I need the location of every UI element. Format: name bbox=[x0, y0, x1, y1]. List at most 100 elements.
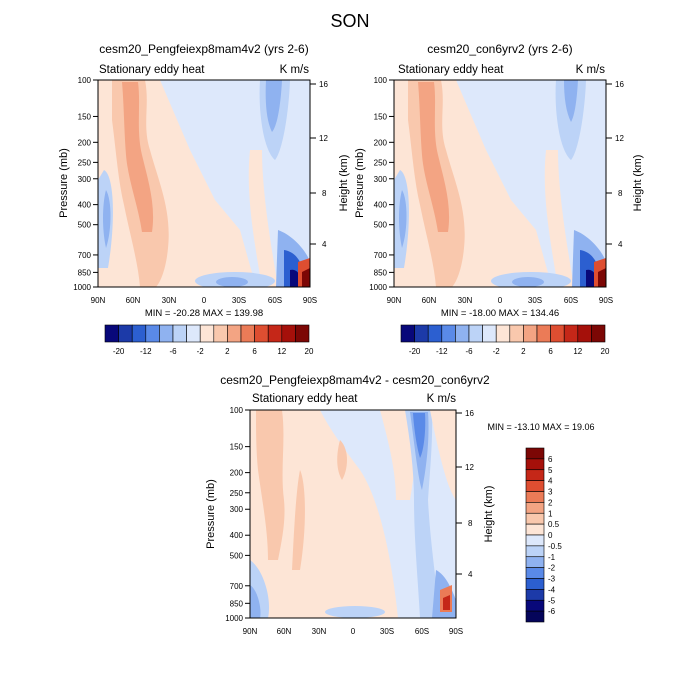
y-tick-label: 200 bbox=[230, 469, 244, 478]
colorbar-swatch bbox=[591, 324, 606, 343]
colorbar-swatch bbox=[525, 567, 545, 579]
panel-2-y-label-right: Height (km) bbox=[632, 155, 644, 212]
panel-1-x-axis: 90N 60N 30N 0 30S 60S 90S bbox=[91, 296, 317, 305]
colorbar-label: 12 bbox=[573, 347, 582, 356]
panel-3-y-axis: 100 150 200 250 300 400 500 700 850 1000 bbox=[225, 406, 250, 623]
x-tick-label: 30N bbox=[162, 296, 177, 305]
y-tick-label: 250 bbox=[374, 158, 388, 167]
height-tick-label: 4 bbox=[322, 240, 327, 249]
colorbar-swatch bbox=[199, 324, 215, 343]
colorbar-swatch bbox=[427, 324, 443, 343]
colorbar-label: 6 bbox=[548, 455, 553, 464]
colorbar-label: 1 bbox=[548, 509, 553, 518]
y-tick-label: 300 bbox=[78, 175, 92, 184]
colorbar-label: -20 bbox=[113, 347, 125, 356]
colorbar-swatch bbox=[509, 324, 524, 343]
colorbar-label: 2 bbox=[225, 347, 230, 356]
colorbar-swatch bbox=[495, 324, 511, 343]
colorbar-swatch bbox=[455, 324, 470, 343]
panel-3-surface-cold-patch bbox=[325, 606, 385, 618]
x-tick-label: 0 bbox=[498, 296, 503, 305]
panel-3-x-axis: 90N 60N 30N 0 30S 60S 90S bbox=[243, 627, 463, 636]
colorbar-swatch bbox=[281, 324, 296, 343]
panel-2-frame bbox=[393, 79, 607, 288]
colorbar-swatch bbox=[525, 447, 545, 460]
height-tick-label: 12 bbox=[465, 463, 474, 472]
y-tick-label: 150 bbox=[78, 112, 92, 121]
colorbar-swatch bbox=[523, 324, 538, 343]
colorbar-label: -6 bbox=[548, 607, 556, 616]
colorbar-swatch bbox=[525, 458, 545, 471]
panel-1-subtitle: Stationary eddy heat bbox=[99, 64, 205, 76]
y-tick-label: 700 bbox=[230, 582, 244, 591]
page-title: SON bbox=[330, 11, 369, 31]
colorbar-swatch bbox=[295, 324, 310, 343]
x-tick-label: 30N bbox=[312, 627, 327, 636]
colorbar-swatch bbox=[254, 324, 269, 343]
colorbar-swatch bbox=[563, 324, 579, 343]
panel-2-units: K m/s bbox=[576, 64, 606, 76]
height-tick-label: 12 bbox=[319, 134, 328, 143]
panel-1-surface-cold-core bbox=[216, 277, 248, 287]
height-tick-label: 12 bbox=[615, 134, 624, 143]
x-tick-label: 0 bbox=[351, 627, 356, 636]
y-tick-label: 400 bbox=[78, 201, 92, 210]
x-tick-label: 90N bbox=[387, 296, 402, 305]
panel-2-height-axis: 4 8 12 16 bbox=[606, 80, 624, 249]
x-tick-label: 30S bbox=[528, 296, 542, 305]
panel-2-polar-warm-max bbox=[598, 268, 606, 287]
colorbar-swatch bbox=[482, 324, 497, 343]
panel-3-units: K m/s bbox=[427, 393, 457, 405]
panel-1-contour-field bbox=[98, 80, 310, 287]
x-tick-label: 60S bbox=[268, 296, 282, 305]
colorbar-swatch bbox=[104, 324, 119, 343]
panel-1-upper-cold-core bbox=[265, 80, 282, 132]
panel-1-y-axis: 100 150 200 250 300 400 500 700 850 1000 bbox=[73, 76, 98, 292]
panel-2-upper-cold-core bbox=[564, 80, 578, 122]
panel-2: cesm20_con6yrv2 (yrs 2-6) Stationary edd… bbox=[354, 42, 644, 356]
colorbar-swatch bbox=[525, 469, 545, 481]
y-tick-label: 400 bbox=[374, 201, 388, 210]
colorbar-label: 6 bbox=[252, 347, 257, 356]
panel-2-y-axis: 100 150 200 250 300 400 500 700 850 1000 bbox=[369, 76, 394, 292]
x-tick-label: 30S bbox=[232, 296, 246, 305]
colorbar-swatch bbox=[525, 523, 545, 536]
panel-3-positive-region bbox=[250, 410, 398, 618]
panel-2-contour-field bbox=[394, 80, 606, 287]
colorbar-label: 4 bbox=[548, 477, 553, 486]
y-tick-label: 700 bbox=[374, 251, 388, 260]
panel-2-cold-lobe-core bbox=[399, 190, 407, 248]
colorbar-label: 0.5 bbox=[548, 520, 560, 529]
colorbar-swatch bbox=[550, 324, 565, 343]
x-tick-label: 0 bbox=[202, 296, 207, 305]
colorbar-label: -2 bbox=[548, 564, 556, 573]
x-tick-label: 60S bbox=[415, 627, 429, 636]
colorbar-label: -3 bbox=[548, 575, 556, 584]
panel-3: cesm20_Pengfeiexp8mam4v2 - cesm20_con6yr… bbox=[205, 373, 595, 636]
panel-1-colorbar: -20 -12 -6 -2 2 6 12 20 bbox=[104, 324, 314, 356]
colorbar-swatch bbox=[525, 534, 545, 547]
y-tick-label: 200 bbox=[78, 138, 92, 147]
colorbar-label: 0 bbox=[548, 531, 553, 540]
colorbar-swatch bbox=[525, 545, 545, 558]
panel-1: cesm20_Pengfeiexp8mam4v2 (yrs 2-6) Stati… bbox=[58, 42, 350, 356]
panel-1-title: cesm20_Pengfeiexp8mam4v2 (yrs 2-6) bbox=[99, 42, 308, 56]
colorbar-label: 3 bbox=[548, 488, 553, 497]
colorbar-swatch bbox=[525, 610, 545, 623]
colorbar-swatch bbox=[525, 578, 545, 590]
y-tick-label: 1000 bbox=[73, 283, 91, 292]
height-tick-label: 16 bbox=[615, 80, 624, 89]
height-tick-label: 16 bbox=[319, 80, 328, 89]
colorbar-label: -2 bbox=[197, 347, 205, 356]
colorbar-swatch bbox=[525, 480, 545, 492]
y-tick-label: 100 bbox=[374, 76, 388, 85]
panel-2-x-axis: 90N 60N 30N 0 30S 60S 90S bbox=[387, 296, 613, 305]
colorbar-label: 2 bbox=[548, 498, 553, 507]
y-tick-label: 300 bbox=[374, 175, 388, 184]
x-tick-label: 90S bbox=[303, 296, 317, 305]
y-tick-label: 500 bbox=[230, 551, 244, 560]
y-tick-label: 300 bbox=[230, 505, 244, 514]
colorbar-label: 20 bbox=[305, 347, 314, 356]
height-tick-label: 8 bbox=[468, 519, 473, 528]
panel-1-polar-warm-max bbox=[302, 268, 310, 287]
